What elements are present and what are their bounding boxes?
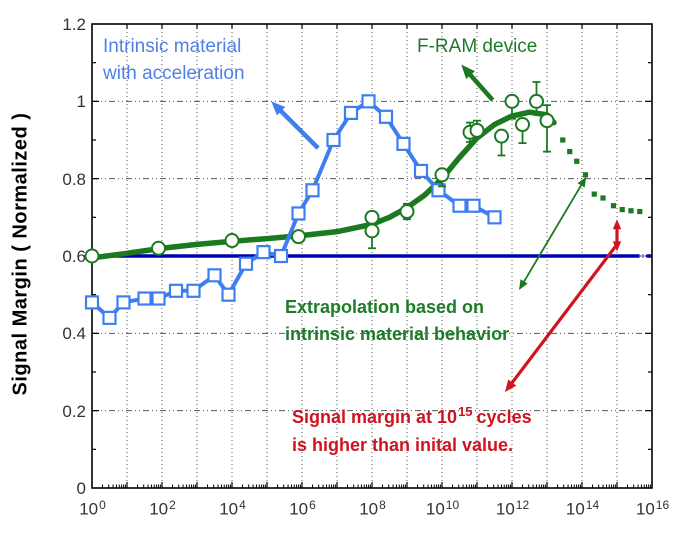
x-tick-base: 10 [359,499,379,519]
fram-marker-circle [399,204,415,220]
intrinsic-marker-square [466,198,481,213]
fram-device-label: F-RAM device [417,36,538,57]
x-tick-exponent: 0 [99,498,106,512]
intrinsic-marker-square [413,163,429,179]
y-tick-label: 0.4 [62,324,86,344]
fram-marker-circle [151,240,166,256]
intrinsic-marker-square [137,291,152,306]
fram-marker-circle [434,167,450,183]
fram-trend-line [89,109,557,261]
fram-marker-circle [504,93,520,109]
x-tick-base: 10 [79,499,99,519]
x-tick-label: 1014 [554,497,610,520]
fram-marker-circle [515,117,530,133]
fram-marker-circle [84,248,100,264]
x-tick-base: 10 [495,499,515,519]
intrinsic-marker-square [168,283,184,298]
extrapolation-note: Extrapolation based on intrinsic materia… [285,294,509,348]
intrinsic-marker-square [326,132,341,148]
x-tick-label: 106 [274,497,330,520]
intrinsic-marker-square [396,136,411,151]
intrinsic-material-label-line1: Intrinsic material [103,36,242,57]
fram-marker-circle [224,233,240,249]
extrapolation-note-line2: intrinsic material behavior [285,324,510,344]
x-tick-base: 10 [565,499,585,519]
fram-marker-circle [529,93,544,109]
signal-margin-note-exponent: 15 [458,404,473,419]
intrinsic-marker-square [452,198,467,213]
extrapolation-dot [574,158,580,164]
x-tick-exponent: 8 [379,498,386,512]
intrinsic-marker-square [102,310,117,325]
extrapolation-dot [560,137,566,143]
intrinsic-marker-square [487,210,502,225]
y-tick-label: 0.8 [62,169,86,189]
x-tick-base: 10 [219,499,239,519]
signal-margin-note-line2: is higher than inital value. [292,435,514,455]
intrinsic-marker-square [238,256,254,271]
extrapolation-note-line1: Extrapolation based on [285,297,485,317]
intrinsic-marker-square [151,291,166,306]
intrinsic-marker-square [256,245,271,260]
y-tick-label: 0.2 [62,401,86,421]
x-tick-exponent: 4 [239,498,246,512]
y-tick-label: 1 [76,92,86,112]
signal-margin-note-suffix: cycles [471,407,532,427]
intrinsic-marker-square [273,248,289,264]
x-tick-label: 1012 [484,497,540,520]
fram-marker-circle [364,209,380,225]
y-tick-label: 0.6 [62,247,86,266]
x-tick-exponent: 10 [445,498,460,512]
intrinsic-marker-square [343,105,359,121]
signal-margin-note: Signal margin at 1015 cycles is higher t… [292,398,532,459]
extrapolation-dot [582,172,589,178]
intrinsic-marker-square [291,206,306,221]
extrapolation-dot [628,208,634,214]
intrinsic-marker-square [221,287,236,302]
x-tick-base: 10 [149,499,169,519]
x-tick-label: 1016 [624,497,680,520]
extrapolation-dot [591,191,597,197]
intrinsic-marker-square [207,268,222,283]
y-tick-label: 1.2 [62,15,86,34]
x-tick-label: 102 [134,497,190,520]
x-tick-exponent: 16 [655,498,670,512]
fram-marker-circle [469,122,485,138]
extrapolation-dot [567,149,573,155]
intrinsic-marker-square [305,183,320,198]
x-tick-exponent: 12 [515,498,530,512]
intrinsic-marker-square [378,109,394,124]
extrapolation-dot [600,195,606,201]
x-tick-base: 10 [289,499,309,519]
intrinsic-marker-square [116,295,131,310]
extrapolation-dot [619,207,625,213]
fram-marker-circle [364,223,380,239]
extrapolation-dot [637,208,643,215]
x-tick-label: 104 [204,497,260,520]
intrinsic-marker-square [361,94,376,109]
intrinsic-marker-square [186,283,201,298]
x-tick-label: 1010 [414,497,470,520]
intrinsic-material-label: Intrinsic material with acceleration [103,33,245,87]
x-tick-exponent: 14 [585,498,600,512]
signal-margin-note-text: Signal margin at 10 [292,407,458,427]
x-tick-label: 100 [64,497,120,520]
fram-marker-circle [494,128,509,144]
intrinsic-marker-square [84,295,100,310]
x-tick-base: 10 [425,499,445,519]
intrinsic-material-label-line2: with acceleration [103,63,245,84]
fram-marker-circle [539,113,555,129]
y-tick-label: 0 [76,479,86,498]
extrapolation-dot [610,203,617,209]
fram-marker-circle [291,229,306,245]
x-tick-exponent: 2 [169,498,176,512]
x-tick-label: 108 [344,497,400,520]
signal-margin-note-line1: Signal margin at 1015 cycles [292,398,532,431]
x-tick-base: 10 [635,499,655,519]
x-tick-exponent: 6 [309,498,316,512]
